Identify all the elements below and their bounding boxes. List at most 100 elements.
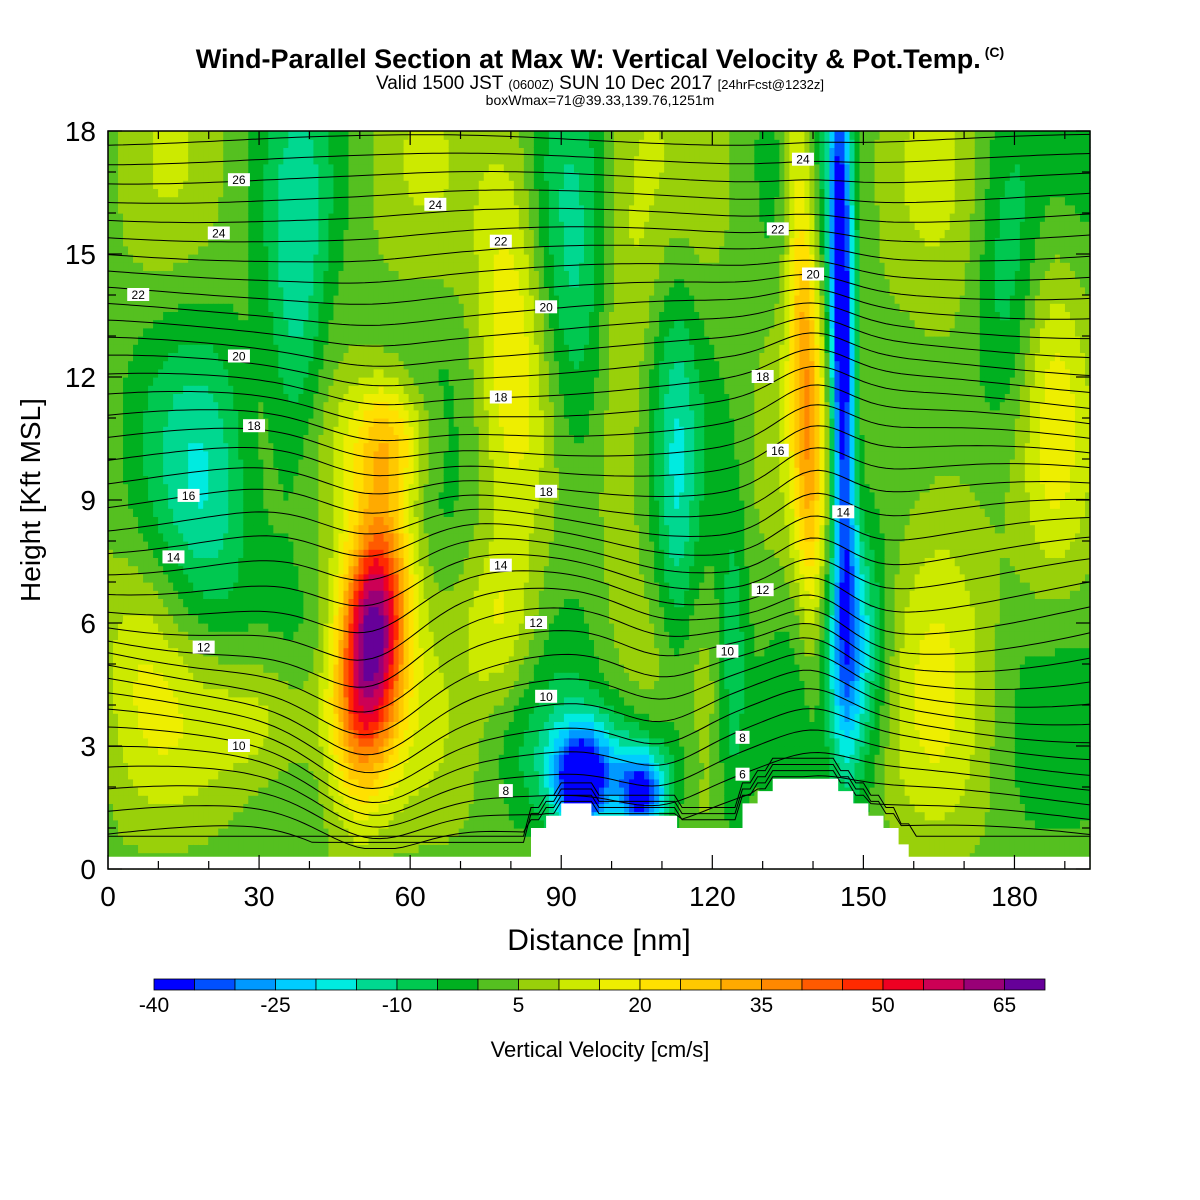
heatmap-cell: [313, 344, 320, 353]
heatmap-cell: [278, 631, 284, 640]
heatmap-cell: [378, 762, 385, 772]
heatmap-cell: [263, 590, 269, 599]
heatmap-cell: [123, 623, 129, 632]
heatmap-cell: [333, 500, 340, 509]
heatmap-cell: [253, 409, 259, 419]
heatmap-cell: [278, 836, 284, 845]
heatmap-cell: [338, 270, 345, 280]
heatmap-cell: [248, 229, 254, 239]
heatmap-cell: [258, 573, 264, 583]
heatmap-cell: [323, 385, 330, 394]
heatmap-cell: [263, 409, 269, 419]
heatmap-cell: [383, 819, 390, 829]
heatmap-cell: [198, 491, 204, 501]
heatmap-cell: [308, 131, 315, 140]
heatmap-cell: [193, 327, 199, 337]
heatmap-cell: [283, 729, 289, 739]
heatmap-cell: [208, 368, 214, 378]
heatmap-cell: [323, 573, 330, 583]
heatmap-cell: [268, 631, 274, 640]
heatmap-cell: [148, 442, 154, 452]
heatmap-cell: [188, 647, 194, 657]
heatmap-cell: [298, 483, 304, 493]
heatmap-cell: [238, 754, 244, 763]
heatmap-cell: [113, 147, 119, 157]
heatmap-cell: [313, 196, 320, 206]
heatmap-cell: [183, 385, 189, 394]
heatmap-cell: [323, 516, 330, 526]
heatmap-cell: [223, 213, 229, 222]
heatmap-cell: [218, 459, 224, 468]
heatmap-cell: [118, 631, 124, 640]
heatmap-cell: [378, 352, 385, 362]
heatmap-cell: [158, 188, 164, 198]
heatmap-cell: [378, 754, 385, 763]
heatmap-cell: [173, 795, 179, 804]
heatmap-cell: [343, 664, 350, 673]
heatmap-cell: [323, 434, 330, 444]
heatmap-cell: [268, 221, 274, 230]
heatmap-cell: [298, 401, 304, 411]
heatmap-cell: [343, 204, 350, 214]
heatmap-cell: [308, 803, 315, 813]
heatmap-cell: [313, 508, 320, 517]
heatmap-cell: [108, 336, 114, 345]
heatmap-cell: [253, 393, 259, 403]
heatmap-cell: [303, 606, 310, 616]
heatmap-cell: [133, 696, 139, 706]
heatmap-cell: [298, 147, 304, 157]
heatmap-cell: [118, 508, 124, 517]
heatmap-cell: [313, 434, 320, 444]
heatmap-cell: [288, 590, 294, 599]
heatmap-cell: [168, 778, 174, 788]
heatmap-cell: [283, 524, 289, 534]
heatmap-cell: [368, 582, 375, 591]
heatmap-cell: [143, 204, 149, 214]
heatmap-cell: [208, 131, 214, 140]
heatmap-cell: [158, 541, 164, 550]
heatmap-cell: [223, 286, 229, 296]
heatmap-cell: [178, 737, 184, 747]
heatmap-cell: [208, 737, 214, 747]
heatmap-cell: [213, 393, 219, 403]
heatmap-cell: [248, 188, 254, 198]
heatmap-cell: [368, 196, 375, 206]
heatmap-cell: [358, 844, 365, 854]
heatmap-cell: [273, 188, 279, 198]
heatmap-cell: [228, 155, 234, 165]
heatmap-cell: [173, 196, 179, 206]
heatmap-cell: [268, 819, 274, 829]
heatmap-cell: [353, 582, 360, 591]
heatmap-cell: [328, 713, 335, 722]
heatmap-cell: [253, 828, 259, 837]
heatmap-cell: [168, 155, 174, 165]
heatmap-cell: [353, 483, 360, 493]
heatmap-cell: [118, 245, 124, 255]
heatmap-cell: [318, 655, 325, 665]
heatmap-cell: [338, 254, 345, 263]
heatmap-cell: [173, 680, 179, 690]
heatmap-cell: [318, 377, 325, 386]
heatmap-cell: [313, 385, 320, 394]
heatmap-cell: [108, 778, 114, 788]
heatmap-cell: [208, 598, 214, 608]
heatmap-cell: [363, 549, 370, 558]
heatmap-cell: [238, 270, 244, 280]
heatmap-cell: [183, 795, 189, 804]
heatmap-cell: [378, 295, 385, 304]
heatmap-cell: [333, 385, 340, 394]
heatmap-cell: [223, 754, 229, 763]
heatmap-cell: [173, 139, 179, 148]
heatmap-cell: [338, 196, 345, 206]
heatmap-cell: [288, 787, 294, 796]
heatmap-cell: [233, 516, 239, 526]
heatmap-cell: [273, 631, 279, 640]
heatmap-cell: [148, 664, 154, 673]
heatmap-cell: [328, 131, 335, 140]
heatmap-cell: [328, 508, 335, 517]
heatmap-cell: [288, 385, 294, 394]
heatmap-cell: [113, 319, 119, 329]
heatmap-cell: [208, 327, 214, 337]
heatmap-cell: [253, 672, 259, 681]
heatmap-cell: [273, 459, 279, 468]
